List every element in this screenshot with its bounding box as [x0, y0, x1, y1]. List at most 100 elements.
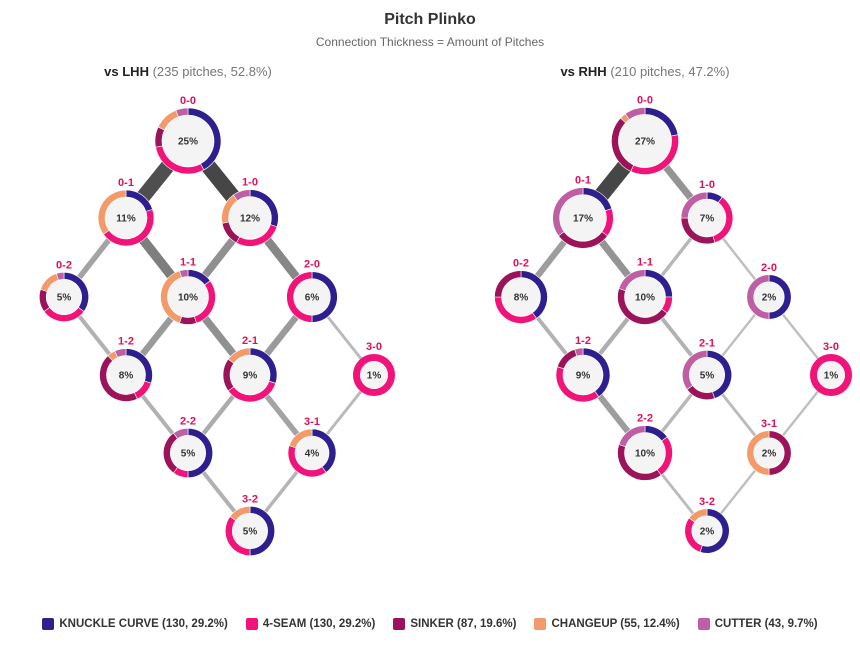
node-pct-label: 2% — [700, 527, 715, 538]
legend-swatch — [245, 618, 258, 630]
node-pct-label: 5% — [57, 293, 72, 304]
node-center — [168, 277, 208, 317]
node-count-label: 3-2 — [242, 493, 258, 505]
node-pct-label: 8% — [119, 371, 134, 382]
ring-segment-cutter — [552, 187, 584, 237]
node-pct-label: 4% — [305, 449, 320, 460]
legend-swatch — [697, 618, 710, 630]
node-0-0[interactable]: 25% 0-0 — [154, 95, 222, 175]
node-pct-label: 10% — [178, 293, 198, 304]
node-pct-label: 11% — [116, 214, 136, 225]
node-3-0[interactable]: 1% 3-0 — [810, 341, 852, 396]
ring-segment-changeup — [688, 508, 708, 523]
node-2-2[interactable]: 10% 2-2 — [617, 413, 673, 481]
node-0-1[interactable]: 17% 0-1 — [552, 175, 614, 249]
node-1-2[interactable]: 9% 1-2 — [555, 335, 611, 403]
legend-label: SINKER (87, 19.6%) — [410, 618, 517, 630]
legend-label: CUTTER (43, 9.7%) — [714, 618, 818, 630]
node-count-label: 1-0 — [242, 177, 258, 189]
legend: KNUCKLE CURVE (130, 29.2%) 4-SEAM (130, … — [0, 618, 860, 630]
node-3-0[interactable]: 1% 3-0 — [353, 341, 395, 396]
node-center — [563, 355, 603, 395]
node-center — [754, 438, 784, 468]
node-3-2[interactable]: 2% 3-2 — [684, 496, 730, 554]
ring-segment-cutter — [173, 427, 189, 440]
legend-item-sinker[interactable]: SINKER (87, 19.6%) — [393, 618, 516, 630]
ring-segment-four_seam — [810, 354, 852, 396]
node-count-label: 3-2 — [699, 496, 715, 508]
legend-swatch — [42, 618, 55, 630]
panel-vs-lhh: 25% 0-0 11% 0-1 12% 1-0 5% 0-2 10% 1-1 6% 2-0 8% 1-2 9… — [38, 95, 395, 557]
chart-title: Pitch Plinko — [384, 11, 476, 28]
node-2-1[interactable]: 9% 2-1 — [222, 335, 278, 403]
node-count-label: 0-0 — [637, 94, 653, 106]
panel-detail-lhh: (235 pitches, 52.8%) — [153, 64, 272, 79]
node-center — [817, 361, 845, 389]
node-3-1[interactable]: 2% 3-1 — [746, 418, 792, 476]
ring-segment-cutter — [232, 189, 251, 202]
node-2-2[interactable]: 5% 2-2 — [162, 415, 214, 479]
node-1-0[interactable]: 7% 1-0 — [680, 179, 734, 245]
ring-segment-four_seam — [353, 354, 395, 396]
node-0-2[interactable]: 5% 0-2 — [38, 259, 90, 323]
legend-label: KNUCKLE CURVE (130, 29.2%) — [59, 618, 228, 630]
ring-segment-cutter — [680, 191, 708, 219]
node-count-label: 0-1 — [575, 175, 591, 187]
ring-segment-cutter — [175, 107, 189, 118]
ring-segment-cutter — [55, 271, 65, 281]
node-1-1[interactable]: 10% 1-1 — [617, 257, 673, 325]
node-pct-label: 5% — [243, 527, 258, 538]
node-count-label: 3-1 — [304, 416, 320, 428]
ring-segment-cutter — [624, 107, 646, 120]
node-2-0[interactable]: 6% 2-0 — [286, 259, 338, 323]
node-1-2[interactable]: 8% 1-2 — [99, 336, 153, 402]
node-center — [294, 279, 330, 315]
node-0-1[interactable]: 11% 0-1 — [97, 177, 155, 247]
legend-swatch — [534, 618, 547, 630]
legend-item-changeup[interactable]: CHANGEUP (55, 12.4%) — [534, 618, 680, 630]
node-pct-label: 9% — [243, 371, 258, 382]
node-0-0[interactable]: 27% 0-0 — [611, 94, 679, 175]
node-count-label: 2-0 — [761, 262, 777, 274]
ring-segment-changeup — [227, 347, 251, 364]
node-count-label: 0-1 — [118, 177, 134, 189]
node-1-1[interactable]: 10% 1-1 — [160, 257, 216, 325]
node-pct-label: 5% — [181, 449, 196, 460]
node-count-label: 1-2 — [118, 336, 134, 348]
node-1-0[interactable]: 12% 1-0 — [221, 177, 279, 247]
node-2-1[interactable]: 5% 2-1 — [681, 337, 732, 401]
ring-segment-cutter — [114, 348, 127, 358]
legend-label: CHANGEUP (55, 12.4%) — [551, 618, 680, 630]
node-pct-label: 7% — [700, 214, 715, 225]
node-center — [688, 199, 726, 237]
node-3-1[interactable]: 4% 3-1 — [287, 416, 337, 478]
node-pct-label: 27% — [635, 137, 655, 148]
legend-item-4-seam[interactable]: 4-SEAM (130, 29.2%) — [245, 618, 376, 630]
node-count-label: 2-2 — [637, 413, 653, 425]
legend-item-knuckle-curve[interactable]: KNUCKLE CURVE (130, 29.2%) — [42, 618, 228, 630]
node-pct-label: 2% — [762, 293, 777, 304]
node-center — [502, 278, 540, 316]
node-count-label: 0-2 — [513, 258, 529, 270]
node-count-label: 3-0 — [823, 341, 839, 353]
node-pct-label: 10% — [635, 449, 655, 460]
legend-item-cutter[interactable]: CUTTER (43, 9.7%) — [697, 618, 818, 630]
ring-segment-changeup — [288, 428, 313, 449]
node-count-label: 1-1 — [180, 257, 196, 269]
ring-segment-cutter — [574, 347, 584, 357]
ring-segment-cutter — [618, 269, 646, 292]
node-center — [625, 277, 665, 317]
node-2-0[interactable]: 2% 2-0 — [746, 262, 792, 320]
ring-segment-cutter — [681, 349, 708, 390]
legend-label: 4-SEAM (130, 29.2%) — [262, 618, 376, 630]
ring-segment-cutter — [618, 425, 646, 448]
node-count-label: 2-0 — [304, 259, 320, 271]
ring-segment-cutter — [746, 274, 770, 320]
node-pct-label: 2% — [762, 449, 777, 460]
legend-swatch — [393, 618, 406, 630]
panel-name-lhh: vs LHH — [104, 64, 149, 79]
node-center — [560, 195, 606, 241]
node-0-2[interactable]: 8% 0-2 — [494, 258, 548, 324]
node-3-2[interactable]: 5% 3-2 — [224, 493, 275, 557]
